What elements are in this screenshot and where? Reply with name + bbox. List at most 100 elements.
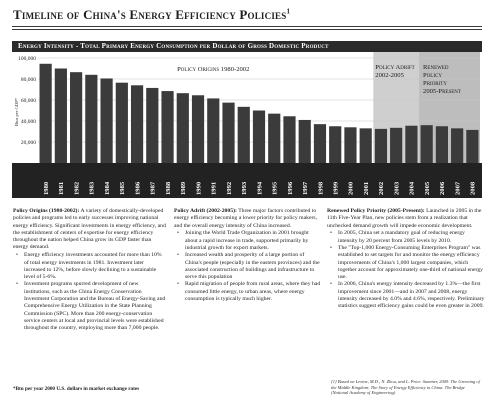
list-item: The "Top-1,000 Energy-Consuming Enterpri… [327, 245, 485, 281]
bullet-list: Energy efficiency investments accounted … [13, 252, 166, 332]
x-tick-label: 1983 [89, 181, 96, 195]
bar-1982 [70, 72, 83, 163]
bar-1998 [313, 124, 327, 163]
y-tick-label: 80,000 [21, 77, 36, 83]
list-item: In 2006, China's energy intensity decrea… [327, 281, 485, 310]
x-tick-label: 1994 [256, 181, 263, 195]
x-tick-label: 1993 [241, 181, 248, 195]
energy-intensity-chart: 20,000 40,000 60,000 80,000 100,000 Btus per … [12, 52, 482, 198]
column-lead: Policy Adrift (2002-2005): [174, 208, 237, 214]
bar-2007 [451, 128, 464, 163]
x-tick-label: 1980 [43, 181, 50, 195]
column-intro-text: Launched in 2005 in the 11th Five-Year P… [327, 208, 482, 229]
list-item: Investment programs spurred development … [13, 281, 166, 332]
x-tick-label: 2005 [424, 181, 431, 195]
bar-1997 [298, 119, 311, 163]
column-policy-origins: Policy Origins (1980-2002): A variety of… [13, 208, 166, 333]
x-tick-label: 2004 [409, 181, 416, 195]
column-intro: Renewed Policy Priority (2005-Present): … [327, 208, 485, 230]
column-intro: Policy Origins (1980-2002): A variety of… [13, 208, 166, 252]
x-tick-label: 1998 [317, 181, 324, 195]
bar-2004 [405, 125, 418, 163]
period-label-origins: Policy Origins 1980-2002 [177, 66, 249, 73]
x-tick-label: 2006 [439, 181, 446, 195]
bar-1993 [237, 106, 250, 163]
y-tick-label: 40,000 [21, 119, 36, 125]
x-tick-label: 2003 [393, 181, 400, 195]
bullet-list: Joining the World Trade Organization in … [174, 230, 322, 303]
x-tick-label: 2007 [454, 181, 461, 195]
column-lead: Policy Origins (1980-2002): [13, 208, 80, 214]
x-tick-label: 1982 [73, 181, 80, 195]
bullet-list: In 2005, China set a mandatory goal of r… [327, 230, 485, 310]
column-lead: Renewed Policy Priority (2005-Present): [327, 208, 425, 214]
x-tick-label: 1989 [180, 181, 187, 195]
x-tick-label: 1995 [272, 181, 279, 195]
x-axis-band [12, 163, 482, 198]
x-tick-label: 1987 [150, 181, 157, 195]
period-label-renewed: Renewed Policy Priority 2005-Present [423, 64, 461, 95]
x-tick-label: 1997 [302, 181, 309, 195]
x-tick-label: 1990 [195, 181, 202, 195]
bar-2001 [359, 128, 372, 163]
x-tick-label: 1985 [119, 181, 126, 195]
x-tick-label: 1986 [134, 181, 141, 195]
x-tick-label: 2002 [378, 181, 385, 195]
list-item: Joining the World Trade Organization in … [174, 230, 322, 252]
bar-1986 [130, 85, 144, 163]
x-tick-label: 1996 [287, 181, 294, 195]
title-rule [12, 26, 482, 27]
bar-1991 [207, 98, 220, 163]
column-renewed-policy: Renewed Policy Priority (2005-Present): … [327, 208, 485, 311]
bar-1989 [176, 93, 189, 163]
x-tick-label: 2001 [363, 182, 370, 195]
period-label-adrift: Policy Adrift 2002-2005 [375, 64, 414, 79]
y-tick-label: 20,000 [21, 140, 36, 146]
x-tick-label: 2008 [470, 181, 477, 195]
column-intro-text: A variety of domestically-developed poli… [13, 208, 166, 251]
bar-1996 [283, 116, 296, 163]
bar-1988 [161, 91, 174, 163]
bar-1990 [191, 95, 205, 163]
column-policy-adrift: Policy Adrift (2002-2005): Three major f… [174, 208, 322, 303]
y-tick-label: 100,000 [18, 56, 36, 62]
column-intro-text: Three major factors contributed to energ… [174, 208, 318, 229]
list-item: Increased wealth and prosperity of a lar… [174, 252, 322, 281]
title-footnote-marker: 1 [286, 7, 291, 16]
x-tick-label: 1992 [226, 181, 233, 195]
x-tick-label: 2000 [348, 181, 355, 195]
list-item: In 2005, China set a mandatory goal of r… [327, 230, 485, 245]
x-tick-label: 1981 [58, 182, 65, 195]
citation: [1] Based on Levine, M.D., N. Zhou, and … [331, 379, 480, 396]
footnote: *Btu per year 2000 U.S. dollars in marke… [13, 386, 140, 392]
bar-2002 [374, 128, 388, 163]
bar-1985 [115, 82, 128, 163]
bar-1980 [39, 63, 52, 163]
y-tick-label: 60,000 [21, 98, 36, 104]
x-tick-label: 1984 [104, 181, 111, 195]
title-rule-thin [12, 29, 482, 30]
x-tick-label: 1999 [333, 181, 340, 195]
bar-1995 [268, 113, 281, 163]
column-intro: Policy Adrift (2002-2005): Three major f… [174, 208, 322, 230]
energy-intensity-chart-svg: 20,000 40,000 60,000 80,000 100,000 Btus per … [12, 52, 482, 198]
bar-2003 [390, 127, 403, 163]
chart-banner: Energy Intensity - Total Primary Energy … [12, 41, 482, 52]
bar-2006 [435, 126, 448, 163]
list-item: Rapid migration of people from rural are… [174, 281, 322, 303]
bar-2008 [466, 129, 479, 163]
bar-1984 [100, 78, 113, 163]
list-item: Energy efficiency investments accounted … [13, 252, 166, 281]
bar-1981 [54, 68, 67, 163]
x-tick-label: 1991 [211, 182, 218, 195]
bar-1994 [252, 110, 266, 163]
bar-1992 [222, 102, 235, 163]
bar-1999 [329, 126, 342, 163]
bar-1983 [85, 74, 98, 163]
bar-1987 [146, 87, 159, 163]
y-axis-label: Btus per GDP* [14, 97, 19, 126]
page-title: Timeline of China's Energy Efficiency Po… [13, 7, 290, 23]
x-tick-label: 1988 [165, 181, 172, 195]
bar-2000 [344, 127, 357, 163]
page-title-text: Timeline of China's Energy Efficiency Po… [13, 7, 287, 22]
